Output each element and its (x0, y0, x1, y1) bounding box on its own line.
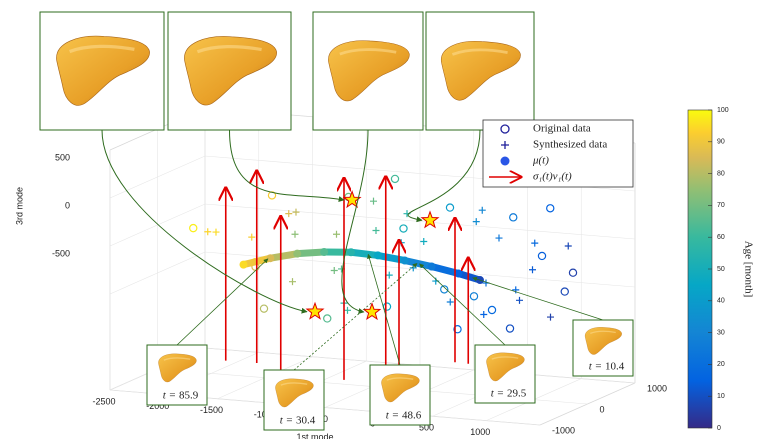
original-point (190, 225, 197, 232)
synthesized-point (292, 231, 299, 238)
synthesized-point (344, 307, 351, 314)
original-point (488, 306, 495, 313)
original-point (400, 225, 407, 232)
synthesized-point (373, 227, 380, 234)
synthesized-point (293, 209, 300, 216)
synthesized-point (447, 298, 454, 305)
original-point (391, 175, 398, 182)
colorbar-tick-label: 0 (717, 425, 721, 432)
original-point (561, 288, 568, 295)
synthesized-point (333, 231, 340, 238)
mean-point (401, 256, 409, 264)
synthesized-point (213, 229, 220, 236)
highlight-star (307, 303, 323, 318)
y-tick-label: 1000 (647, 383, 667, 393)
legend-label: Original data (533, 123, 591, 135)
colorbar-tick-label: 50 (717, 266, 725, 273)
inset-value: 48.6 (402, 410, 422, 422)
inset-value: 29.5 (507, 388, 527, 400)
colorbar-tick-label: 80 (717, 170, 725, 177)
colorbar-tick-label: 20 (717, 361, 725, 368)
synthesized-point (565, 243, 572, 250)
x-tick-label: -1500 (200, 405, 223, 415)
mean-curve-segment (351, 252, 378, 255)
connector (342, 130, 368, 312)
inset-prefix: t = (280, 415, 293, 427)
mean-curve-segment (270, 254, 297, 259)
synthesized-point (529, 266, 536, 273)
mean-curve-segment (297, 252, 324, 254)
inset-prefix: t = (589, 361, 602, 373)
legend-label: Synthesized data (533, 139, 607, 151)
mean-point (347, 248, 355, 256)
synthesized-point (370, 198, 377, 205)
synthesized-point (480, 311, 487, 318)
inset-value: 10.4 (605, 361, 625, 373)
inset-prefix: t = (491, 388, 504, 400)
synthesized-point (479, 207, 486, 214)
synthesized-point (496, 235, 503, 242)
legend-marker (501, 157, 510, 166)
inset-prefix: t = (386, 410, 399, 422)
x-tick-label: 1000 (470, 427, 490, 437)
original-point (506, 325, 513, 332)
synthesized-point (386, 272, 393, 279)
legend-label: σ₁(t)v₁(t) (533, 171, 572, 183)
colorbar-tick-label: 60 (717, 234, 725, 241)
grid-line (110, 204, 635, 246)
z-axis-label: 3rd mode (14, 187, 24, 225)
mean-point (293, 250, 301, 258)
mean-curve-segment (405, 260, 432, 266)
mean-curve-segment (378, 255, 405, 260)
mean-point (266, 254, 274, 262)
inset-value: 85.9 (179, 390, 199, 402)
synthesized-point (289, 278, 296, 285)
y-tick-label: -1000 (552, 425, 575, 435)
x-tick-label: -2500 (92, 396, 115, 406)
synthesized-point (547, 314, 554, 321)
colorbar-tick-label: 70 (717, 202, 725, 209)
original-point (538, 252, 545, 259)
original-point (547, 205, 554, 212)
legend-label: μ(t) (532, 155, 549, 167)
synthesized-point (516, 297, 523, 304)
colorbar-tick-label: 30 (717, 329, 725, 336)
colorbar-label: Age [month] (742, 241, 754, 298)
colorbar-tick-label: 10 (717, 393, 725, 400)
synthesized-point (248, 234, 255, 241)
connector (102, 130, 307, 312)
synthesized-point (420, 238, 427, 245)
inset-value: 30.4 (296, 415, 316, 427)
original-point (569, 269, 576, 276)
mean-point (240, 261, 248, 269)
connector (230, 130, 345, 200)
original-point (446, 204, 453, 211)
colorbar-tick-label: 90 (717, 139, 725, 146)
synthesized-point (531, 240, 538, 247)
original-point (324, 315, 331, 322)
x-axis-label: 1st mode (296, 432, 333, 439)
original-point (383, 303, 390, 310)
inset-prefix: t = (163, 390, 176, 402)
synthesized-point (331, 267, 338, 274)
inset-connector (177, 259, 268, 345)
grid-line (271, 121, 366, 403)
original-point (510, 214, 517, 221)
original-point (260, 305, 267, 312)
colorbar-tick-label: 40 (717, 298, 725, 305)
connector (408, 130, 480, 220)
overlay-layer (226, 171, 484, 388)
mean-point (320, 248, 328, 256)
y-tick-label: 0 (600, 404, 605, 414)
z-tick-label: 0 (65, 200, 70, 210)
highlight-star (422, 212, 438, 227)
z-tick-label: 500 (55, 152, 70, 162)
colorbar-tick-label: 100 (717, 107, 729, 114)
z-tick-label: -500 (52, 248, 70, 258)
mean-point (374, 251, 382, 259)
figure: -2500-2000-1500-1000-50005001000-1000010… (0, 0, 761, 439)
mean-point (428, 263, 436, 271)
